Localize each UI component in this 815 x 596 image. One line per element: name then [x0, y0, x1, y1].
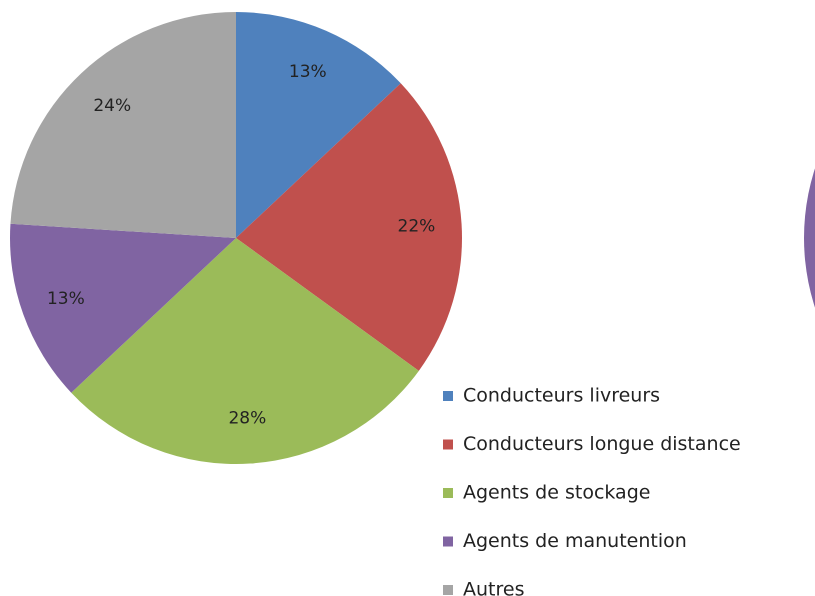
pie-slice: [10, 12, 237, 238]
legend-swatch: [443, 585, 453, 595]
data-label: 24%: [93, 96, 131, 116]
data-label: 13%: [47, 289, 85, 309]
legend-swatch: [443, 391, 453, 401]
data-label: 22%: [398, 217, 436, 237]
pie-slice: [9, 223, 236, 393]
adjacent-chart-fragment: [804, 168, 815, 308]
data-label: 28%: [228, 408, 266, 428]
data-label: 13%: [289, 62, 327, 82]
pie-slice: [236, 83, 462, 371]
legend-label: Conducteurs longue distance: [463, 433, 741, 455]
legend-label: Conducteurs livreurs: [463, 385, 660, 407]
legend-swatch: [443, 536, 453, 547]
legend-swatch: [443, 488, 453, 498]
pie-slice: [71, 238, 419, 464]
legend-label: Agents de stockage: [463, 482, 650, 504]
legend-swatch: [443, 439, 453, 450]
pie-slice: [236, 12, 401, 238]
legend-label: Agents de manutention: [463, 530, 687, 552]
legend-label: Autres: [463, 579, 524, 596]
